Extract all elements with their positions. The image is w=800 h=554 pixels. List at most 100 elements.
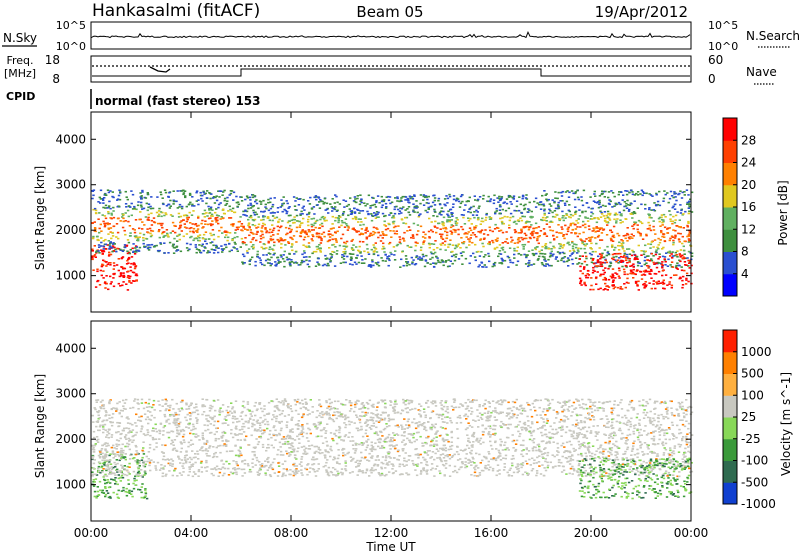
- echo-cell: [130, 431, 133, 433]
- echo-cell: [115, 236, 118, 238]
- echo-cell: [372, 464, 376, 467]
- echo-cell: [594, 431, 597, 433]
- echo-cell: [543, 448, 546, 450]
- echo-cell: [189, 201, 192, 204]
- echo-cell: [303, 209, 306, 211]
- echo-cell: [298, 463, 302, 465]
- echo-cell: [110, 214, 113, 216]
- echo-cell: [189, 230, 192, 233]
- echo-cell: [679, 277, 682, 279]
- echo-cell: [125, 494, 129, 497]
- echo-cell: [568, 191, 571, 194]
- echo-cell: [195, 191, 198, 194]
- echo-cell: [341, 472, 344, 474]
- echo-cell: [129, 266, 132, 268]
- echo-cell: [200, 245, 204, 247]
- echo-cell: [344, 261, 347, 264]
- echo-cell: [571, 263, 575, 265]
- echo-cell: [122, 407, 126, 410]
- echo-cell: [674, 266, 678, 268]
- echo-cell: [545, 198, 548, 201]
- echo-cell: [650, 241, 653, 243]
- echo-cell: [478, 196, 482, 198]
- echo-cell: [116, 468, 119, 471]
- echo-cell: [236, 421, 239, 423]
- echo-cell: [104, 442, 107, 444]
- echo-cell: [377, 261, 380, 264]
- echo-cell: [570, 443, 573, 446]
- echo-cell: [564, 217, 567, 219]
- echo-cell: [116, 231, 120, 234]
- echo-cell: [334, 216, 337, 219]
- echo-cell: [595, 283, 598, 285]
- echo-cell: [643, 409, 646, 411]
- echo-cell: [619, 222, 622, 224]
- echo-cell: [557, 191, 560, 194]
- echo-cell: [617, 404, 620, 406]
- echo-cell: [366, 248, 369, 250]
- echo-cell: [253, 453, 256, 456]
- echo-cell: [272, 249, 275, 251]
- echo-cell: [601, 252, 604, 255]
- echo-cell: [100, 241, 103, 244]
- echo-cell: [519, 232, 523, 234]
- echo-cell: [222, 212, 226, 215]
- echo-cell: [287, 220, 291, 222]
- echo-cell: [403, 428, 406, 430]
- echo-cell: [380, 200, 384, 203]
- echo-cell: [328, 236, 332, 238]
- echo-cell: [96, 441, 100, 443]
- echo-cell: [276, 407, 279, 410]
- echo-cell: [154, 428, 157, 430]
- echo-cell: [244, 198, 247, 201]
- echo-cell: [357, 470, 361, 473]
- echo-cell: [431, 230, 434, 233]
- echo-cell: [533, 253, 536, 255]
- echo-cell: [272, 253, 275, 256]
- echo-cell: [109, 471, 113, 474]
- echo-cell: [166, 234, 169, 236]
- echo-cell: [148, 244, 151, 246]
- echo-cell: [585, 202, 589, 204]
- echo-cell: [664, 260, 667, 263]
- echo-cell: [643, 263, 646, 266]
- echo-cell: [408, 246, 411, 248]
- echo-cell: [592, 227, 595, 229]
- echo-cell: [100, 466, 103, 469]
- echo-cell: [362, 223, 365, 226]
- echo-cell: [312, 206, 316, 208]
- echo-cell: [185, 220, 189, 223]
- echo-cell: [281, 203, 284, 205]
- echo-cell: [635, 255, 639, 258]
- echo-cell: [135, 273, 138, 275]
- echo-cell: [649, 243, 653, 246]
- echo-cell: [573, 223, 576, 226]
- echo-cell: [185, 408, 188, 410]
- echo-cell: [308, 471, 311, 473]
- echo-cell: [648, 213, 651, 216]
- nsearch-label: N.Search: [746, 29, 800, 43]
- echo-cell: [661, 281, 665, 283]
- echo-cell: [275, 406, 279, 409]
- echo-cell: [448, 193, 451, 196]
- echo-cell: [628, 191, 631, 194]
- echo-cell: [380, 206, 384, 209]
- echo-cell: [571, 252, 575, 254]
- echo-cell: [140, 474, 143, 477]
- echo-cell: [128, 440, 131, 442]
- echo-cell: [545, 235, 549, 237]
- echo-cell: [382, 245, 385, 248]
- echo-cell: [303, 252, 306, 254]
- echo-cell: [612, 256, 615, 258]
- echo-cell: [298, 224, 302, 226]
- echo-cell: [273, 197, 276, 199]
- echo-cell: [372, 244, 375, 246]
- echo-cell: [481, 242, 484, 245]
- echo-cell: [157, 222, 160, 225]
- echo-cell: [623, 205, 626, 208]
- echo-cell: [201, 243, 204, 246]
- echo-cell: [648, 224, 651, 227]
- echo-cell: [672, 215, 675, 218]
- echo-cell: [404, 255, 408, 257]
- echo-cell: [260, 210, 263, 213]
